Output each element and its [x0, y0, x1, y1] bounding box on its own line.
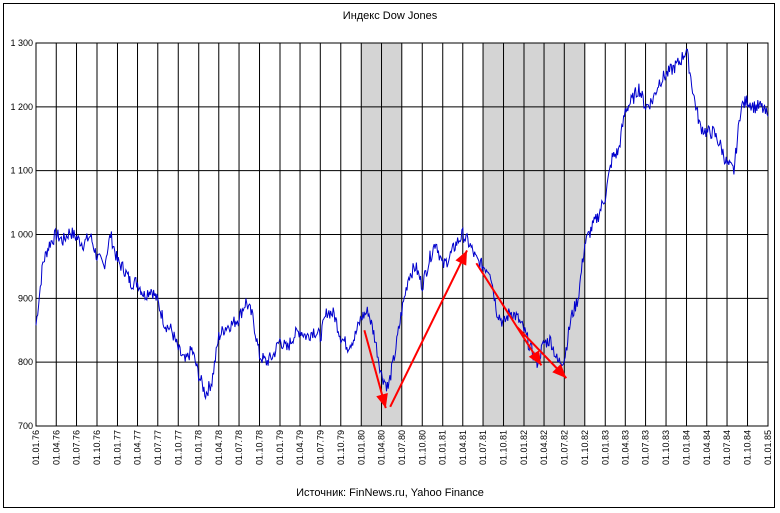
x-tick-label: 01.04.77 — [133, 430, 143, 465]
chart-title: Индекс Dow Jones — [342, 10, 438, 22]
red-arrow-line — [475, 262, 543, 366]
x-tick-label: 01.04.81 — [458, 430, 468, 465]
x-tick-label: 01.04.82 — [539, 430, 549, 465]
red-arrow-head — [376, 393, 388, 409]
chart-source: Источник: FinNews.ru, Yahoo Finance — [296, 487, 484, 499]
x-tick-label: 01.07.79 — [315, 430, 325, 465]
x-tick-label: 01.07.81 — [478, 430, 488, 465]
x-tick-label: 01.07.84 — [722, 430, 732, 465]
x-tick-label: 01.01.81 — [438, 430, 448, 465]
dow-jones-series-line — [35, 48, 769, 401]
x-tick-label: 01.07.78 — [234, 430, 244, 465]
red-arrow-head — [552, 363, 567, 379]
x-tick-label: 01.07.80 — [397, 430, 407, 465]
x-tick-label: 01.10.79 — [336, 430, 346, 465]
x-tick-label: 01.10.80 — [417, 430, 427, 465]
y-tick-label: 900 — [18, 293, 33, 303]
x-tick-label: 01.04.78 — [214, 430, 224, 465]
y-tick-label: 1 000 — [10, 230, 33, 240]
x-tick-label: 01.07.77 — [153, 430, 163, 465]
plot-area-border — [35, 42, 769, 427]
x-tick-label: 01.01.82 — [519, 430, 529, 465]
y-tick-label: 1 100 — [10, 166, 33, 176]
x-tick-label: 01.07.83 — [641, 430, 651, 465]
x-tick-label: 01.01.80 — [356, 430, 366, 465]
x-tick-label: 01.01.84 — [682, 430, 692, 465]
y-tick-label: 800 — [18, 357, 33, 367]
x-tick-label: 01.10.83 — [661, 430, 671, 465]
red-arrow-head — [528, 350, 542, 366]
x-tick-label: 01.10.81 — [499, 430, 509, 465]
x-tick-label: 01.04.76 — [51, 430, 61, 465]
x-tick-label: 01.04.83 — [620, 430, 630, 465]
x-tick-label: 01.01.76 — [31, 430, 41, 465]
x-tick-label: 01.10.78 — [255, 430, 265, 465]
x-tick-label: 01.01.77 — [112, 430, 122, 465]
y-tick-label: 1 200 — [10, 102, 33, 112]
y-tick-label: 700 — [18, 421, 33, 431]
x-tick-label: 01.07.76 — [72, 430, 82, 465]
x-tick-label: 01.07.82 — [559, 430, 569, 465]
x-tick-label: 01.01.79 — [275, 430, 285, 465]
red-arrow-line — [389, 250, 468, 408]
x-tick-label: 01.01.78 — [194, 430, 204, 465]
x-tick-label: 01.10.82 — [580, 430, 590, 465]
y-tick-label: 1 300 — [10, 38, 33, 48]
x-tick-label: 01.04.84 — [702, 430, 712, 465]
x-tick-label: 01.01.85 — [763, 430, 773, 465]
x-tick-label: 01.04.80 — [377, 430, 387, 465]
x-tick-label: 01.10.84 — [743, 430, 753, 465]
x-tick-label: 01.10.76 — [92, 430, 102, 465]
x-tick-label: 01.04.79 — [295, 430, 305, 465]
x-tick-label: 01.10.77 — [173, 430, 183, 465]
x-tick-label: 01.01.83 — [600, 430, 610, 465]
red-arrow-head — [455, 250, 468, 266]
